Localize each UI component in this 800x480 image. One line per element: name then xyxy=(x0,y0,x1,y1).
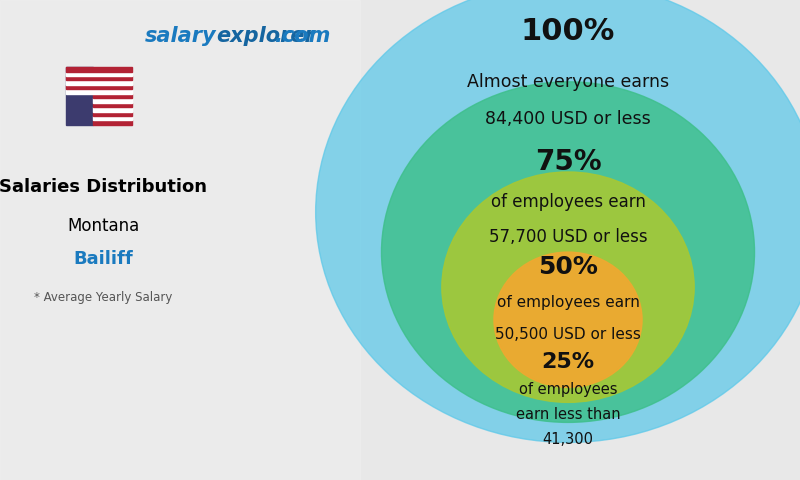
Text: .com: .com xyxy=(274,26,330,47)
Text: 50,500 USD or less: 50,500 USD or less xyxy=(495,327,641,342)
Bar xyxy=(93,103,133,107)
Text: 84,400 USD or less: 84,400 USD or less xyxy=(485,110,651,128)
Text: salary: salary xyxy=(144,26,216,47)
Bar xyxy=(93,111,133,116)
Bar xyxy=(66,67,133,72)
Text: 41,300: 41,300 xyxy=(542,432,594,447)
Bar xyxy=(66,67,93,125)
Text: Salaries Distribution: Salaries Distribution xyxy=(0,178,207,196)
Text: explorer: explorer xyxy=(216,26,314,47)
Text: Montana: Montana xyxy=(67,216,139,235)
Text: of employees earn: of employees earn xyxy=(497,295,639,310)
Text: Almost everyone earns: Almost everyone earns xyxy=(467,73,669,91)
Circle shape xyxy=(316,0,800,443)
Circle shape xyxy=(382,82,754,422)
Bar xyxy=(93,98,133,103)
Text: of employees: of employees xyxy=(518,383,618,397)
Text: 25%: 25% xyxy=(542,352,594,372)
Bar xyxy=(66,72,133,76)
Bar xyxy=(0,0,360,480)
Bar xyxy=(66,89,133,94)
Text: 57,700 USD or less: 57,700 USD or less xyxy=(489,228,647,246)
Bar xyxy=(66,85,133,89)
Text: 100%: 100% xyxy=(521,17,615,46)
Bar xyxy=(93,107,133,111)
Text: * Average Yearly Salary: * Average Yearly Salary xyxy=(34,291,172,304)
Text: Bailiff: Bailiff xyxy=(73,250,133,268)
Bar xyxy=(93,94,133,98)
Bar xyxy=(93,120,133,125)
Bar xyxy=(66,76,133,81)
Bar xyxy=(66,81,133,85)
Bar xyxy=(93,116,133,120)
Text: 50%: 50% xyxy=(538,255,598,279)
Circle shape xyxy=(494,252,642,387)
Circle shape xyxy=(442,172,694,402)
Text: of employees earn: of employees earn xyxy=(490,193,646,211)
Text: earn less than: earn less than xyxy=(516,408,620,422)
Text: 75%: 75% xyxy=(534,148,602,176)
